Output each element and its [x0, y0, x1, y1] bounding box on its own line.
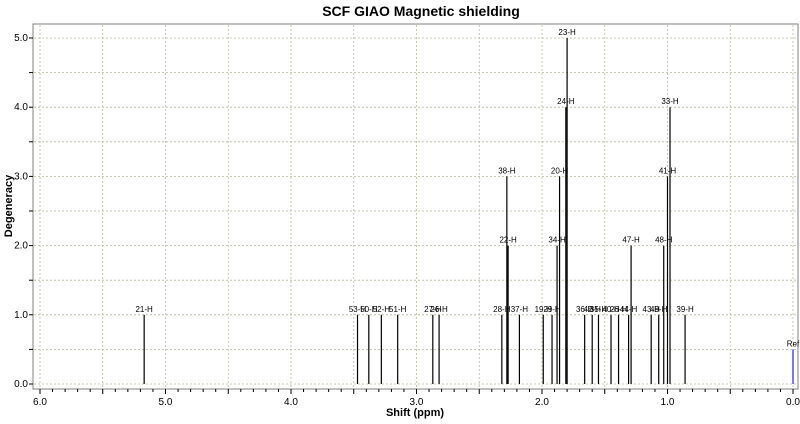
x-tick-label: 5.0	[159, 397, 173, 408]
peak-label: 21-H	[135, 305, 153, 314]
peak-label: 37-H	[511, 305, 529, 314]
peak-bars	[143, 38, 794, 384]
x-tick-label: 2.0	[535, 397, 549, 408]
y-tick-label: 1.0	[14, 310, 28, 321]
peak-label: 40-H	[602, 305, 620, 314]
peak-label: 48-H	[655, 236, 673, 245]
peak-label: 47-H	[622, 236, 640, 245]
peak-label: 36-H	[576, 305, 594, 314]
peak-label: 20-H	[551, 166, 569, 175]
reference-label: Ref	[787, 339, 800, 348]
peak-label: 35-H	[590, 305, 608, 314]
peak-label: 26-H	[430, 305, 448, 314]
peak-label: 39-H	[676, 305, 694, 314]
y-tick-label: 5.0	[14, 33, 28, 44]
grid	[34, 25, 797, 388]
peak-label: 27-H	[424, 305, 442, 314]
peak-label: 19-H	[535, 305, 553, 314]
chart-title: SCF GIAO Magnetic shielding	[322, 3, 520, 19]
peak-label: 51-H	[389, 305, 407, 314]
x-tick-label: 6.0	[33, 397, 47, 408]
y-tick-label: 4.0	[14, 102, 28, 113]
peak-label: 53-H	[349, 305, 367, 314]
axis-ticks: 6.0 5.0 4.0 3.0 2.0 1.0 0.0 0.0 1.0 2.0 3.0 4.0 5.0	[14, 33, 800, 408]
peak-label: 22-H	[499, 236, 517, 245]
plot-frame	[32, 23, 799, 390]
peak-label: 50-H	[360, 305, 378, 314]
peak-labels: 21-H 53-H50-H52-H51-H 27-H26-H 28-H38-H22-H…	[135, 28, 800, 348]
y-tick-label: 3.0	[14, 171, 28, 182]
peak-label: 44-H	[620, 305, 638, 314]
peak-label: 24-H	[557, 97, 575, 106]
y-tick-label: 2.0	[14, 241, 28, 252]
x-tick-label: 1.0	[661, 397, 675, 408]
peak-label: 52-H	[373, 305, 391, 314]
peak-label: 34-H	[548, 236, 566, 245]
peak-label: 23-H	[558, 28, 576, 37]
y-axis-label: Degeneracy	[3, 174, 15, 237]
peak-label: 43-H	[643, 305, 661, 314]
peak-label: 42-H	[584, 305, 602, 314]
x-axis-label: Shift (ppm)	[386, 407, 444, 419]
peak-label: 29-H	[543, 305, 561, 314]
x-tick-label: 4.0	[284, 397, 298, 408]
peak-label: 28-H	[493, 305, 511, 314]
y-tick-label: 0.0	[14, 379, 28, 390]
x-tick-label: 0.0	[786, 397, 800, 408]
peak-label: 33-H	[661, 97, 679, 106]
peak-label: 41-H	[659, 166, 677, 175]
x-tick-label: 3.0	[410, 397, 424, 408]
peak-label: 26-H	[610, 305, 628, 314]
peak-label: 38-H	[498, 166, 516, 175]
peak-label: 49-H	[650, 305, 668, 314]
